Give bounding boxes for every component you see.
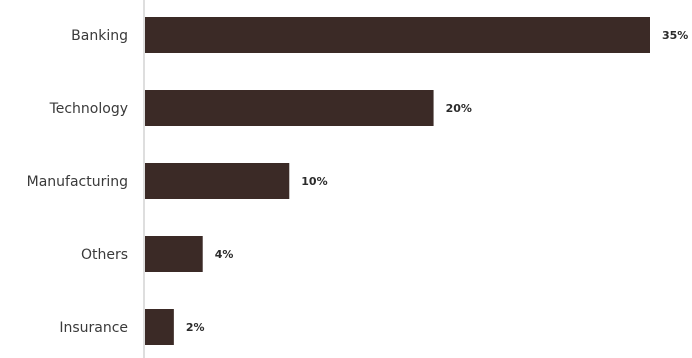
value-label-banking: 35% xyxy=(662,29,688,42)
value-label-manufacturing: 10% xyxy=(301,175,327,188)
bar-insurance xyxy=(145,309,174,345)
category-label-technology: Technology xyxy=(49,101,128,117)
bar-group xyxy=(145,17,650,345)
value-label-technology: 20% xyxy=(446,102,472,115)
bar-others xyxy=(145,236,203,272)
category-label-manufacturing: Manufacturing xyxy=(27,174,128,190)
value-label-insurance: 2% xyxy=(186,321,205,334)
value-label-others: 4% xyxy=(215,248,234,261)
bar-manufacturing xyxy=(145,163,290,199)
category-label-others: Others xyxy=(81,247,128,263)
category-label-insurance: Insurance xyxy=(59,320,128,336)
value-label-group: 35% 20% 10% 4% 2% xyxy=(186,29,688,334)
category-label-group: Banking Technology Manufacturing Others Insu… xyxy=(27,28,128,336)
bar-banking xyxy=(145,17,650,53)
category-label-banking: Banking xyxy=(71,28,128,44)
bar-technology xyxy=(145,90,434,126)
